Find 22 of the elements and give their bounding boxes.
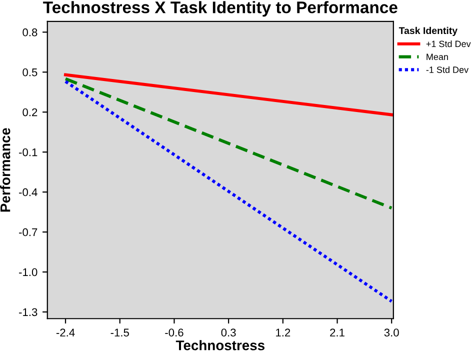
y-tick-label: -0.1 — [19, 148, 38, 156]
y-tick-label: 0.5 — [22, 68, 38, 76]
y-axis-title: Performance — [0, 128, 10, 212]
x-tick-label: -2.4 — [56, 328, 75, 336]
legend-label: Mean — [426, 54, 448, 60]
y-tick-label: -1.0 — [19, 268, 38, 276]
legend-label: -1 Std Dev — [426, 66, 469, 73]
y-tick-label: -1.3 — [19, 308, 38, 316]
x-tick-label: 0.3 — [221, 328, 236, 337]
y-tick-label: 0.8 — [22, 28, 38, 36]
x-tick-label: -0.6 — [165, 328, 184, 337]
y-tick-label: -0.7 — [19, 228, 38, 236]
x-tick-label: -1.5 — [110, 328, 129, 337]
legend-label: +1 Std Dev — [426, 40, 471, 48]
chart-title: Technostress X Task Identity to Performance — [43, 1, 398, 17]
x-axis-title: Technostress — [176, 340, 264, 350]
legend-title: Task Identity — [398, 26, 458, 36]
x-tick-label: 3.0 — [384, 328, 399, 337]
x-tick-label: 1.2 — [276, 328, 290, 336]
y-tick-label: -0.4 — [19, 188, 38, 196]
y-tick-label: 0.2 — [22, 108, 38, 116]
x-tick-label: 2.1 — [330, 328, 344, 336]
